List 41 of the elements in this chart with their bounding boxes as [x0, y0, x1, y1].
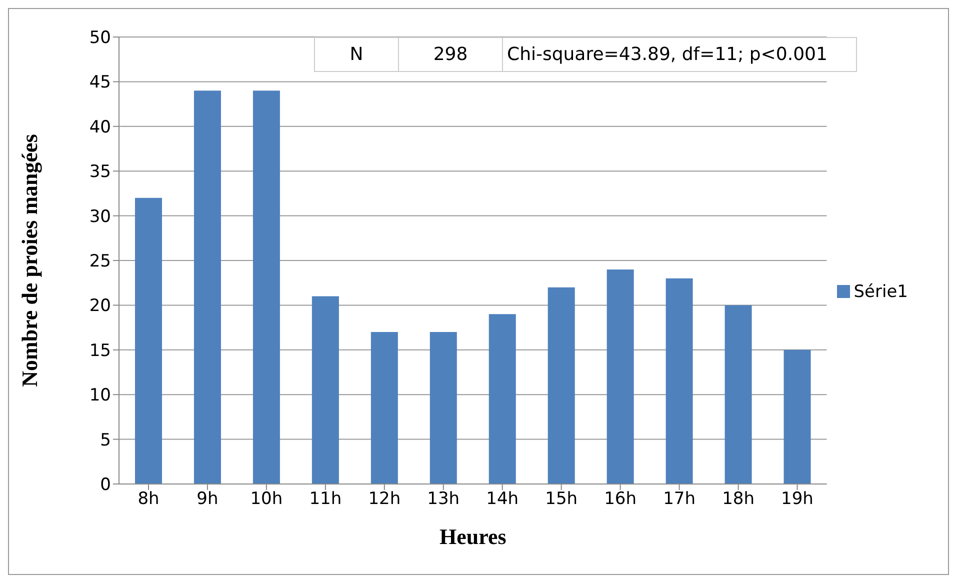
- y-tick-label: 45: [89, 72, 111, 93]
- annotation: Chi-square=43.89, df=11; p<0.001: [502, 38, 856, 71]
- y-tick-label: 30: [89, 206, 111, 227]
- annotation: N: [348, 43, 364, 67]
- bar: [606, 269, 634, 484]
- y-tick-label: 15: [89, 340, 111, 361]
- bar: [194, 90, 221, 484]
- bar: [312, 296, 339, 484]
- bar: [430, 332, 457, 484]
- bar: [135, 198, 162, 484]
- x-tick-label: 12h: [368, 489, 401, 510]
- x-tick-label: 10h: [250, 489, 283, 510]
- annotation: 298: [398, 38, 502, 71]
- x-tick-label: 17h: [663, 489, 696, 510]
- y-tick-label: 5: [100, 430, 111, 450]
- bar: [252, 90, 280, 484]
- bar: [488, 314, 516, 484]
- y-tick-label: 10: [89, 386, 111, 406]
- y-axis-title: Nombre de proies mangées: [16, 134, 42, 387]
- y-tick-label: 25: [89, 252, 111, 272]
- y-tick-label: 35: [89, 162, 111, 182]
- x-tick-label: 9h: [196, 489, 218, 510]
- bar: [784, 350, 811, 484]
- x-tick-label: 13h: [427, 489, 460, 510]
- x-tick-label: 19h: [781, 489, 814, 510]
- x-tick-label: 14h: [486, 489, 519, 510]
- bar: [548, 287, 575, 484]
- x-axis-title: Heures: [439, 524, 507, 549]
- bar: [666, 278, 693, 484]
- y-tick-label: 50: [89, 28, 111, 48]
- bar: [724, 305, 752, 484]
- x-tick-label: 8h: [138, 489, 160, 510]
- x-tick-label: 11h: [309, 489, 342, 510]
- x-tick-label: 16h: [604, 489, 637, 510]
- bar: [370, 332, 398, 484]
- y-tick-label: 40: [89, 117, 111, 138]
- x-tick-label: 15h: [545, 489, 578, 510]
- y-tick-label: 20: [89, 296, 111, 316]
- x-tick-label: 18h: [722, 489, 754, 510]
- legend-label: Série1: [854, 282, 908, 302]
- y-tick-label: 0: [100, 475, 111, 496]
